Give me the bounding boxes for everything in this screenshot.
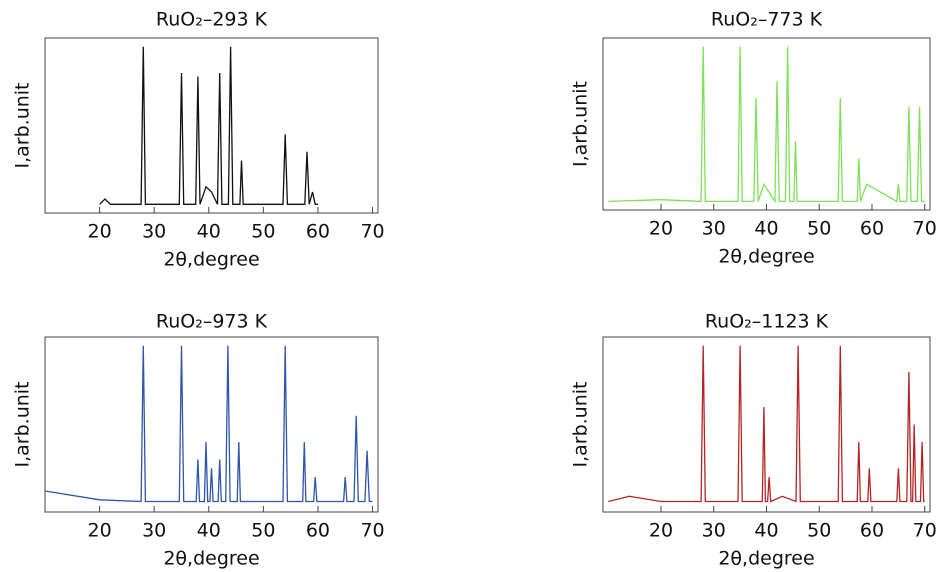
x-tick-label: 60	[860, 218, 884, 240]
x-tick-label: 50	[807, 520, 831, 542]
chart-title: RuO₂–773 K	[711, 9, 823, 31]
x-tick-label: 50	[807, 218, 831, 240]
x-tick-label: 30	[142, 221, 166, 243]
plot-frame	[44, 37, 379, 214]
plot-frame	[44, 336, 379, 513]
y-axis-label: I,arb.unit	[570, 381, 592, 467]
chart-title: RuO₂–973 K	[156, 311, 268, 333]
plot-frame	[602, 336, 931, 513]
x-axis-label: 2θ,degree	[718, 548, 814, 570]
x-axis-label: 2θ,degree	[163, 249, 259, 271]
xrd-line	[608, 345, 925, 503]
x-tick-label: 60	[306, 221, 330, 243]
x-tick-label: 30	[142, 520, 166, 542]
x-tick-label: 20	[649, 218, 673, 240]
x-tick-label: 30	[702, 218, 726, 240]
x-tick-label: 40	[754, 218, 778, 240]
xrd-line	[44, 345, 373, 503]
xrd-line	[99, 46, 318, 205]
x-tick-label: 70	[913, 520, 937, 542]
x-tick-label: 30	[702, 520, 726, 542]
xrd-line	[608, 46, 925, 204]
x-tick-label: 60	[860, 520, 884, 542]
x-tick-label: 20	[649, 520, 673, 542]
x-tick-label: 20	[87, 520, 111, 542]
x-tick-label: 70	[360, 520, 384, 542]
x-tick-label: 70	[360, 221, 384, 243]
plot-frame	[602, 37, 931, 211]
chart-title: RuO₂–293 K	[156, 9, 268, 31]
x-tick-label: 40	[754, 520, 778, 542]
x-axis-label: 2θ,degree	[718, 246, 814, 268]
x-tick-label: 50	[251, 520, 275, 542]
y-axis-label: I,arb.unit	[12, 82, 34, 168]
x-tick-label: 50	[251, 221, 275, 243]
x-axis-label: 2θ,degree	[163, 548, 259, 570]
x-tick-label: 70	[913, 218, 937, 240]
y-axis-label: I,arb.unit	[12, 381, 34, 467]
chart-title: RuO₂–1123 K	[705, 311, 829, 333]
x-tick-label: 20	[87, 221, 111, 243]
y-axis-label: I,arb.unit	[570, 81, 592, 167]
x-tick-label: 60	[306, 520, 330, 542]
x-tick-label: 40	[197, 221, 221, 243]
x-tick-label: 40	[197, 520, 221, 542]
